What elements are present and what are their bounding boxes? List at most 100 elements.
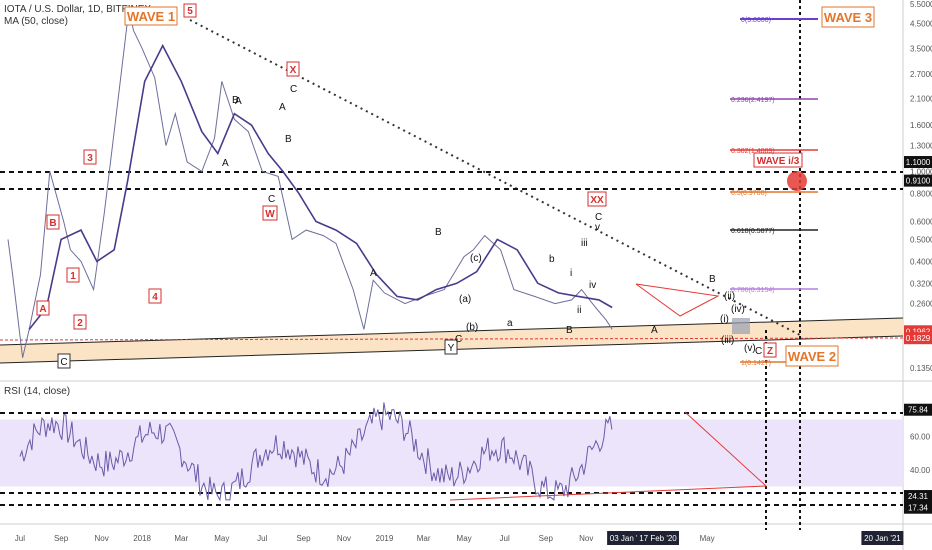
- label-1: 1: [70, 271, 76, 282]
- label-a-box: A: [36, 300, 50, 316]
- rsi-tick-label: 60.00: [910, 432, 931, 441]
- time-tick-label: May: [457, 534, 472, 543]
- time-tick-label: Jul: [257, 534, 267, 543]
- wave-label: (ii): [724, 291, 735, 302]
- time-badge: [861, 531, 904, 545]
- wave-label: B: [435, 227, 442, 238]
- fib-0382-label: 0.382(1.4089): [731, 148, 775, 155]
- wave-label: A: [651, 325, 658, 336]
- wave-label: a: [507, 318, 513, 329]
- ma-series: [28, 43, 613, 330]
- wave-i3-text: WAVE i/3: [757, 156, 800, 167]
- fib-1-label: 1(0.1427): [741, 360, 771, 367]
- projection-box: [732, 318, 750, 334]
- fib-0-label: 0(5.8000): [741, 17, 771, 24]
- wave1-box: WAVE 1: [124, 6, 178, 26]
- price-triangle: [635, 283, 720, 317]
- price-badge-label: 0.1962: [906, 327, 931, 336]
- time-tick-label: Nov: [94, 534, 108, 543]
- rsi-badge-label: 24.31: [908, 492, 929, 501]
- label-x: X: [290, 65, 297, 76]
- wave-label: (b): [466, 322, 478, 333]
- price-badge: [904, 332, 932, 345]
- price-badge: [904, 156, 932, 169]
- wave-label: B: [709, 274, 716, 285]
- wave-label: A: [279, 102, 286, 113]
- price-tick-label: 0.1350: [910, 364, 932, 373]
- label-z: Z: [767, 346, 773, 357]
- wave-label: A: [370, 268, 377, 279]
- label-xx-box: XX: [587, 191, 607, 207]
- time-tick-label: 03 Jan '20: [610, 534, 647, 543]
- fib-0618-label: 0.618(0.5877): [731, 228, 775, 235]
- time-tick-label: 2019: [376, 534, 394, 543]
- wave-label: (iv): [731, 304, 745, 315]
- time-tick-label: Jul: [500, 534, 510, 543]
- price-tick-label: 1.3000: [910, 142, 932, 151]
- wave-label: C: [755, 346, 762, 357]
- rsi-badge: [904, 501, 932, 514]
- wave2-text: WAVE 2: [788, 349, 836, 364]
- time-tick-label: Sep: [54, 534, 69, 543]
- label-c: C: [60, 357, 67, 368]
- label-5-box: 5: [183, 3, 197, 18]
- rsi-badge-label: 17.34: [908, 504, 929, 513]
- wave-label: C: [455, 334, 462, 345]
- label-5: 5: [187, 6, 193, 17]
- wave1-text: WAVE 1: [127, 9, 175, 24]
- time-tick-label: Jul: [15, 534, 25, 543]
- label-2: 2: [77, 318, 83, 329]
- wave-label: A: [235, 96, 242, 107]
- time-tick-label: Mar: [417, 534, 431, 543]
- time-tick-label: May: [700, 534, 715, 543]
- time-tick-label: 20 Jan '21: [864, 534, 901, 543]
- fib-0236-label: 0.236(2.4197): [731, 97, 775, 104]
- time-tick-label: May: [214, 534, 229, 543]
- wave-label: B: [566, 325, 573, 336]
- wave-label: ii: [577, 305, 581, 316]
- rsi-band: [0, 419, 903, 487]
- time-tick-label: 2018: [133, 534, 151, 543]
- wave-label: B: [232, 95, 239, 106]
- chart-title: IOTA / U.S. Dollar, 1D, BITFINEX: [4, 4, 151, 15]
- price-badge-label: 0.1829: [906, 334, 931, 343]
- fib-0786-label: 0.786(0.3154): [731, 287, 775, 294]
- wave3-text: WAVE 3: [824, 10, 872, 25]
- wave-label: B: [285, 134, 292, 145]
- wave-label: i: [570, 268, 572, 279]
- wave2-box: WAVE 2: [785, 345, 839, 367]
- time-tick-label: Sep: [296, 534, 311, 543]
- ma-indicator-label: MA (50, close): [4, 16, 68, 27]
- label-xx: XX: [590, 195, 604, 206]
- price-badge-label: 1.1000: [906, 158, 931, 167]
- label-y-box: Y: [444, 339, 458, 355]
- target-circle: [787, 171, 807, 191]
- label-b: B: [49, 218, 56, 229]
- wave-label: (iii): [721, 335, 734, 346]
- label-4: 4: [152, 292, 158, 303]
- label-x-box: X: [286, 61, 300, 77]
- label-1-box: 1: [66, 267, 80, 283]
- wave-label: (c): [470, 253, 482, 264]
- red-support-line: [0, 337, 904, 341]
- rsi-indicator-label: RSI (14, close): [4, 386, 70, 397]
- price-badge-label: 0.9100: [906, 177, 931, 186]
- time-axis[interactable]: Jul Sep Nov 2018 Mar May Jul Sep Nov 2019 Mar May Ju…: [15, 531, 904, 545]
- time-tick-label: Nov: [579, 534, 593, 543]
- wave-label: (i): [720, 314, 729, 325]
- rsi-tick-label: 40.00: [910, 466, 931, 475]
- rsi-badge-label: 75.84: [908, 406, 929, 415]
- wave-label: (a): [459, 294, 471, 305]
- rsi-series: [19, 402, 613, 502]
- time-tick-label: 17 Feb '20: [639, 534, 677, 543]
